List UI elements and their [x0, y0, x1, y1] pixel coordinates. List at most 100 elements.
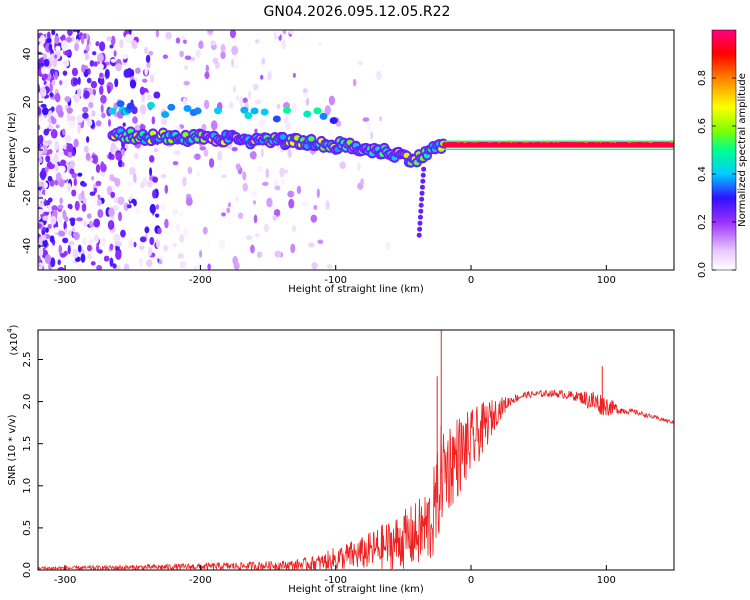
- heatmap-cell: [117, 196, 125, 206]
- heatmap-cell: [179, 261, 187, 269]
- heatmap-cell: [113, 50, 117, 57]
- heatmap-cell: [281, 39, 286, 50]
- heatmap-cell: [113, 233, 121, 243]
- heatmap-cell: [61, 172, 68, 181]
- y-tick-label: -40: [22, 238, 33, 254]
- heatmap-cell: [68, 118, 76, 129]
- heatmap-cell: [153, 147, 158, 153]
- heatmap-cell: [360, 178, 364, 186]
- heatmap-cell: [59, 197, 63, 205]
- heatmap-cell: [64, 50, 72, 57]
- heatmap-cell: [80, 34, 85, 45]
- heatmap-cell: [177, 253, 185, 260]
- heatmap-cell: [179, 50, 184, 58]
- x-tick-label: -200: [189, 575, 212, 586]
- heatmap-cell: [100, 237, 107, 247]
- heatmap-cell: [139, 86, 145, 95]
- heatmap-cell: [417, 214, 423, 220]
- heatmap-cell: [116, 100, 125, 108]
- heatmap-cell: [316, 188, 320, 198]
- heatmap-cell: [275, 30, 281, 37]
- heatmap-cell: [252, 200, 257, 205]
- heatmap-cell: [307, 242, 315, 248]
- heatmap-cell: [44, 254, 52, 265]
- heatmap-cell: [45, 227, 49, 233]
- heatmap-cell: [44, 206, 48, 212]
- heatmap-cell: [40, 66, 46, 75]
- heatmap-cell: [210, 120, 218, 131]
- heatmap-cell: [240, 245, 246, 255]
- heatmap-cell: [158, 255, 164, 260]
- heatmap-cell: [242, 97, 248, 104]
- heatmap-cell: [142, 78, 148, 83]
- heatmap-cell: [82, 237, 87, 246]
- heatmap-cell: [46, 161, 53, 169]
- heatmap-cell: [149, 236, 155, 246]
- heatmap-cell: [208, 158, 215, 168]
- heatmap-cell: [193, 265, 198, 270]
- x-tick-label: 0: [468, 275, 474, 286]
- snr-y-label: SNR (10 * v/v): [7, 414, 18, 485]
- heatmap-cell: [417, 226, 423, 232]
- heatmap-cell: [69, 168, 75, 175]
- heatmap-cell: [121, 148, 125, 157]
- heatmap-cell: [85, 45, 90, 52]
- heatmap-cell: [95, 120, 102, 127]
- heatmap-cell: [155, 204, 160, 210]
- heatmap-cell: [76, 114, 84, 124]
- heatmap-cell: [38, 247, 44, 257]
- heatmap-cell: [131, 40, 138, 50]
- heatmap-cell: [73, 177, 77, 187]
- heatmap-cell: [133, 241, 137, 248]
- heatmap-cell: [254, 99, 262, 105]
- heatmap-cell: [75, 39, 80, 44]
- heatmap-cell: [172, 242, 177, 248]
- heatmap-cell: [109, 44, 114, 49]
- heatmap-cell: [77, 244, 82, 253]
- heatmap-cell: [54, 92, 61, 103]
- heatmap-cell: [115, 241, 122, 247]
- heatmap-cell: [128, 238, 134, 248]
- heatmap-cell: [72, 248, 79, 259]
- heatmap-cell: [263, 223, 270, 233]
- heatmap-cell: [129, 166, 136, 176]
- y-tick-label: 0: [22, 147, 33, 153]
- heatmap-cell: [73, 138, 79, 148]
- heatmap-cell: [421, 166, 427, 172]
- heatmap-cell: [104, 68, 110, 79]
- heatmap-cell: [258, 118, 266, 128]
- heatmap-cell: [66, 107, 73, 114]
- heatmap-cell: [66, 143, 74, 153]
- heatmap-cell: [115, 249, 122, 260]
- tone-band: [443, 142, 674, 148]
- heatmap-cell: [179, 234, 185, 243]
- heatmap-cell: [72, 77, 79, 86]
- heatmap-cell: [292, 72, 296, 78]
- spectrogram-y-ticks: -40 -20 0 20 40: [22, 48, 43, 254]
- heatmap-cell: [301, 36, 307, 43]
- heatmap-cell: [109, 243, 114, 251]
- heatmap-cell: [148, 155, 155, 163]
- heatmap-cell: [86, 77, 92, 84]
- heatmap-cell: [303, 110, 312, 118]
- heatmap-cell: [41, 234, 47, 241]
- heatmap-cell: [139, 104, 147, 115]
- heatmap-cell: [290, 243, 296, 254]
- heatmap-cell: [47, 223, 52, 230]
- heatmap-cell: [93, 218, 101, 228]
- heatmap-cell: [260, 148, 264, 158]
- heatmap-cell: [249, 151, 257, 160]
- heatmap-cell: [58, 230, 66, 237]
- heatmap-cell: [71, 150, 76, 157]
- heatmap-cell: [42, 215, 49, 221]
- heatmap-cell: [112, 146, 119, 151]
- x-tick-label: -300: [54, 575, 77, 586]
- heatmap-cell: [366, 120, 371, 131]
- heatmap-cell: [47, 148, 53, 155]
- heatmap-cell: [87, 253, 93, 260]
- heatmap-cell: [77, 87, 82, 97]
- heatmap-cell: [54, 140, 60, 151]
- snr-scale-label: (x10: [9, 333, 20, 356]
- heatmap-cell: [276, 145, 280, 151]
